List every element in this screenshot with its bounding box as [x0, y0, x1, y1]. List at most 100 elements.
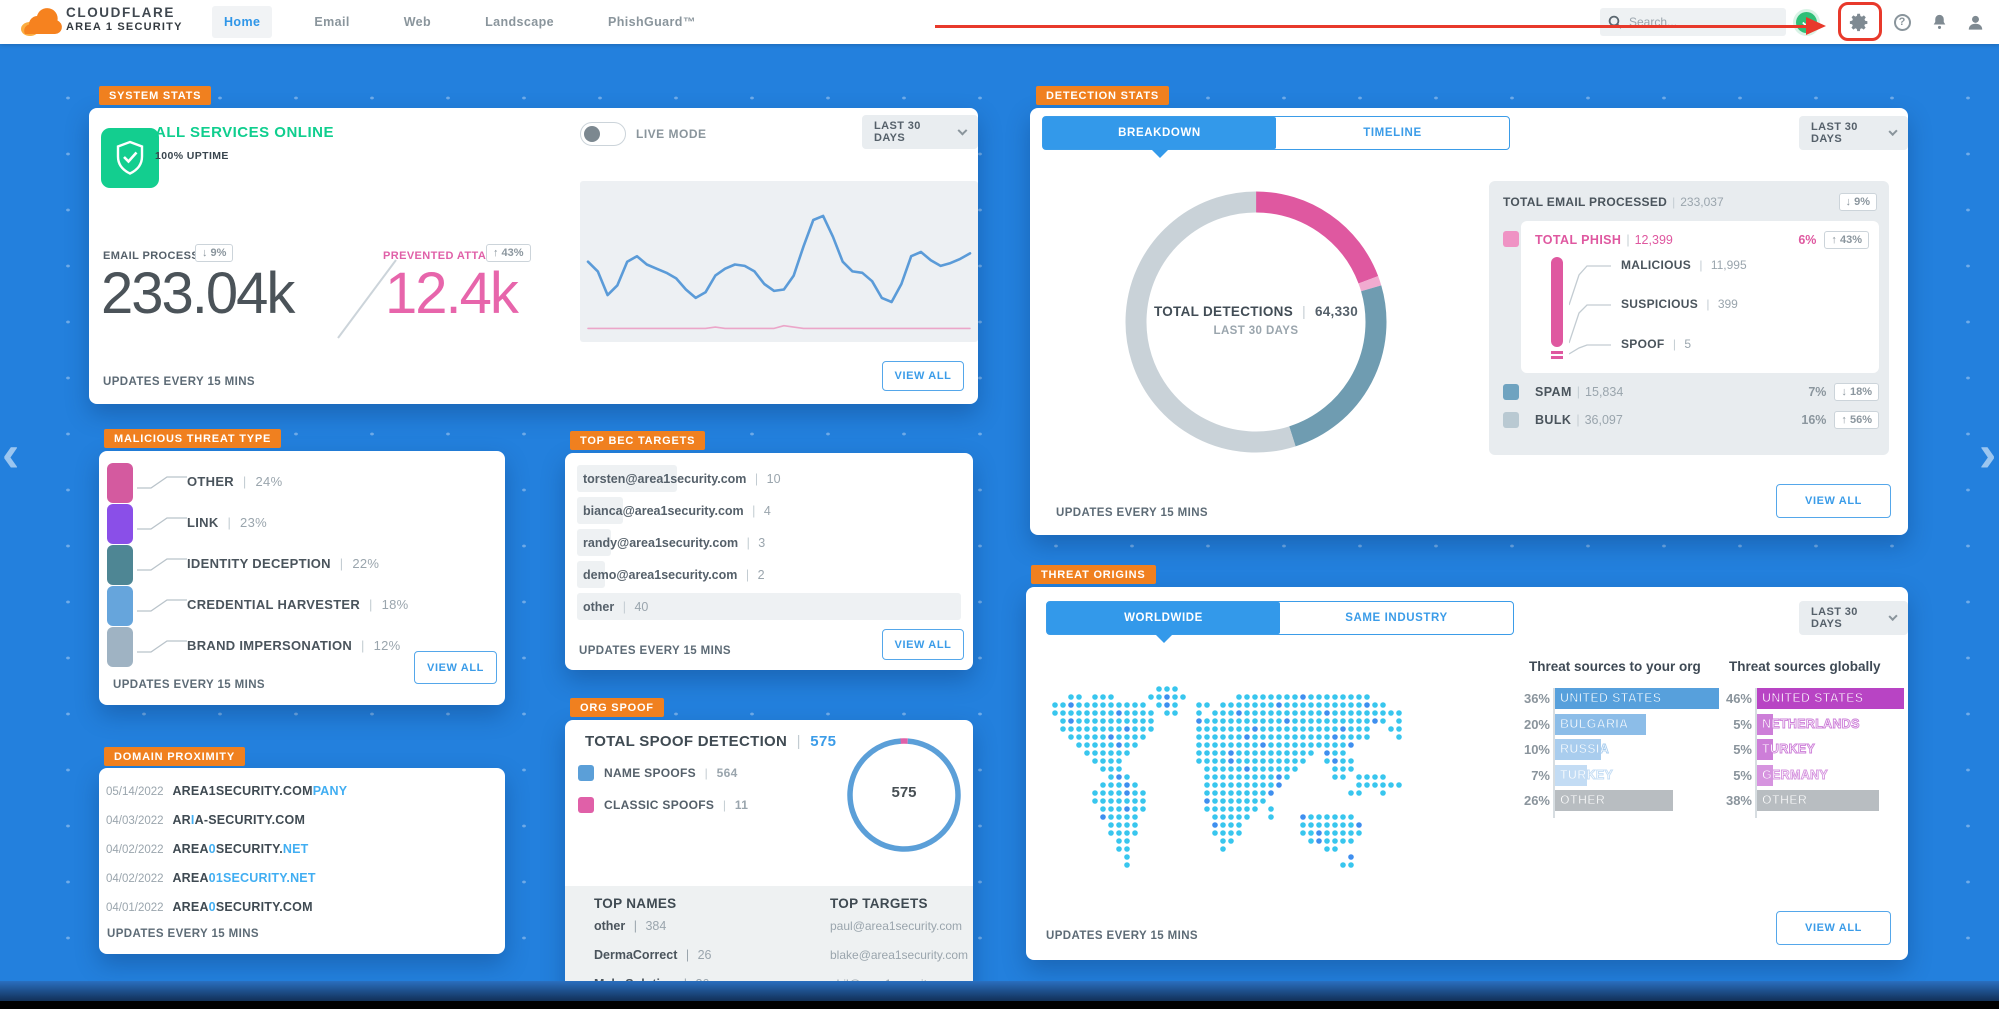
prev-page-chevron[interactable]: ‹	[2, 425, 20, 483]
nav-item-home[interactable]: Home	[212, 6, 273, 38]
prevented-attacks-label: PREVENTED ATTACKS	[383, 250, 511, 262]
detection-tabs: BREAKDOWN TIMELINE	[1042, 116, 1510, 158]
total-email-delta-badge: ↓ 9%	[1838, 193, 1877, 211]
threat-source-row: 5% GERMANY	[1026, 764, 1908, 786]
updates-note: UPDATES EVERY 15 MINS	[1046, 930, 1198, 942]
connector-line	[137, 517, 187, 530]
tab-timeline[interactable]: TIMELINE	[1363, 127, 1422, 139]
domain-proximity-tag: DOMAIN PROXIMITY	[104, 747, 245, 766]
bec-target-row[interactable]: bianca@area1security.com | 4	[577, 497, 961, 524]
suspicious-row: SUSPICIOUS | 399	[1621, 297, 1738, 311]
user-account-icon[interactable]	[1963, 10, 1987, 34]
notifications-bell-icon[interactable]	[1927, 10, 1951, 34]
org-spoof-donut-chart	[847, 738, 961, 852]
org-spoof-card: TOTAL SPOOF DETECTION | 575 NAME SPOOFS …	[565, 720, 973, 1009]
threat-origins-view-all-button[interactable]: VIEW ALL	[1776, 911, 1891, 945]
help-icon[interactable]: ?	[1890, 10, 1914, 34]
threat-origins-range-dropdown[interactable]: LAST 30 DAYS	[1799, 601, 1908, 635]
settings-gear-icon[interactable]	[1847, 10, 1871, 34]
org-spoof-donut-total: 575	[891, 784, 917, 801]
legend-name-spoofs: NAME SPOOFS | 564	[578, 765, 738, 781]
bec-target-row[interactable]: randy@area1security.com | 3	[577, 529, 961, 556]
malicious-threat-view-all-button[interactable]: VIEW ALL	[414, 651, 497, 684]
connector-line	[137, 599, 187, 612]
threat-type-row[interactable]: OTHER | 24%	[107, 463, 497, 503]
next-page-chevron[interactable]: ›	[1979, 425, 1997, 483]
threat-source-pct: 26%	[1523, 793, 1550, 808]
top-bec-targets-card: torsten@area1security.com | 10 bianca@ar…	[565, 453, 973, 670]
detection-view-all-button[interactable]: VIEW ALL	[1776, 484, 1891, 518]
detection-range-dropdown[interactable]: LAST 30 DAYS	[1799, 116, 1908, 150]
domain-row[interactable]: 04/01/2022 AREA0SECURITY.COM	[106, 900, 313, 914]
threat-source-label: NETHERLANDS	[1762, 716, 1860, 731]
nav-item-phishguard[interactable]: PhishGuard™	[607, 15, 696, 29]
threat-type-row[interactable]: BRAND IMPERSONATION | 12%	[107, 627, 497, 667]
detection-stats-card: BREAKDOWN TIMELINE LAST 30 DAYS TOTAL DE…	[1030, 108, 1908, 535]
live-mode-label: LIVE MODE	[636, 127, 707, 141]
bottom-gradient-strip	[0, 981, 1999, 1001]
threat-source-bar	[1757, 790, 1879, 811]
threat-type-label: LINK | 23%	[187, 515, 267, 530]
services-status: ALL SERVICES ONLINE	[155, 124, 334, 141]
name-spoofs-swatch	[578, 765, 594, 781]
bec-view-all-button[interactable]: VIEW ALL	[882, 629, 964, 660]
threat-source-bar	[1555, 764, 1587, 786]
email-processed-delta-badge: ↓ 9%	[195, 244, 234, 262]
threat-source-row: 10% RUSSIA	[1026, 739, 1908, 760]
nav-menu: Home Email Web Landscape PhishGuard™	[212, 0, 708, 44]
total-phish-subcard: TOTAL PHISH | 12,399 6% ↑ 43% MALICI	[1503, 221, 1879, 373]
domain-row[interactable]: 05/14/2022 AREA1SECURITY.COMPANY	[106, 784, 348, 798]
chevron-down-icon	[1888, 611, 1898, 621]
bec-target-row[interactable]: demo@area1security.com | 2	[577, 561, 961, 588]
tab-breakdown[interactable]: BREAKDOWN	[1043, 117, 1276, 158]
threat-source-bar	[1555, 739, 1601, 760]
spoof-row: SPOOF | 5	[1621, 337, 1691, 351]
threat-origins-tabs: WORLDWIDE SAME INDUSTRY	[1046, 601, 1514, 643]
brand-line2: AREA 1 SECURITY	[66, 20, 183, 33]
nav-item-web[interactable]: Web	[403, 15, 432, 29]
domain-row[interactable]: 04/02/2022 AREA0SECURITY.NET	[106, 842, 309, 856]
threat-type-swatch	[107, 504, 133, 544]
domain-row[interactable]: 04/02/2022 AREA01SECURITY.NET	[106, 871, 316, 885]
search-box[interactable]	[1600, 8, 1786, 36]
threat-source-row: 26% OTHER	[1026, 790, 1908, 811]
threat-source-row: 38% OTHER	[1026, 790, 1908, 811]
system-stats-range-dropdown[interactable]: LAST 30 DAYS	[862, 115, 978, 149]
spam-delta-badge: ↓ 18%	[1834, 383, 1879, 401]
org-sources-header: Threat sources to your org	[1529, 659, 1701, 674]
domain-row[interactable]: 04/03/2022 ARIA-SECURITY.COM	[106, 813, 306, 827]
threat-type-swatch	[107, 627, 133, 667]
threat-source-label: TURKEY	[1560, 767, 1614, 782]
prevented-attacks-value: 12.4k	[385, 261, 519, 326]
threat-source-label: TURKEY	[1762, 742, 1816, 757]
top-names-header: TOP NAMES	[594, 896, 677, 911]
total-email-row: TOTAL EMAIL PROCESSED | 233,037 ↓ 9%	[1499, 193, 1879, 211]
malicious-row: MALICIOUS | 11,995	[1621, 258, 1747, 272]
top-bec-targets-tag: TOP BEC TARGETS	[570, 431, 706, 450]
system-stats-card: ALL SERVICES ONLINE 100% UPTIME LIVE MOD…	[89, 108, 978, 404]
bulk-delta-badge: ↑ 56%	[1834, 411, 1879, 429]
tab-worldwide[interactable]: WORLDWIDE	[1047, 602, 1280, 643]
nav-item-landscape[interactable]: Landscape	[485, 15, 554, 29]
top-nav: CLOUDFLARE AREA 1 SECURITY Home Email We…	[0, 0, 1999, 44]
bec-target-row[interactable]: torsten@area1security.com | 10	[577, 465, 961, 492]
threat-type-row[interactable]: CREDENTIAL HARVESTER | 18%	[107, 586, 497, 626]
domain-proximity-card: 05/14/2022 AREA1SECURITY.COMPANY 04/03/2…	[99, 768, 505, 954]
updates-note: UPDATES EVERY 15 MINS	[103, 376, 255, 388]
tab-same-industry[interactable]: SAME INDUSTRY	[1345, 612, 1448, 624]
phish-connectors	[1569, 265, 1611, 355]
updates-note: UPDATES EVERY 15 MINS	[107, 928, 259, 940]
threat-source-bar	[1757, 739, 1773, 760]
connector-line	[137, 558, 187, 571]
system-stats-view-all-button[interactable]: VIEW ALL	[882, 361, 964, 391]
threat-origins-card: WORLDWIDE SAME INDUSTRY LAST 30 DAYS Thr…	[1026, 587, 1908, 960]
live-mode-toggle[interactable]	[580, 122, 626, 146]
nav-item-email[interactable]: Email	[314, 15, 350, 29]
classic-spoofs-swatch	[578, 797, 594, 813]
threat-type-label: BRAND IMPERSONATION | 12%	[187, 638, 401, 653]
bec-target-row[interactable]: other | 40	[577, 593, 961, 620]
threat-type-label: CREDENTIAL HARVESTER | 18%	[187, 597, 409, 612]
threat-type-row[interactable]: LINK | 23%	[107, 504, 497, 544]
threat-type-row[interactable]: IDENTITY DECEPTION | 22%	[107, 545, 497, 585]
